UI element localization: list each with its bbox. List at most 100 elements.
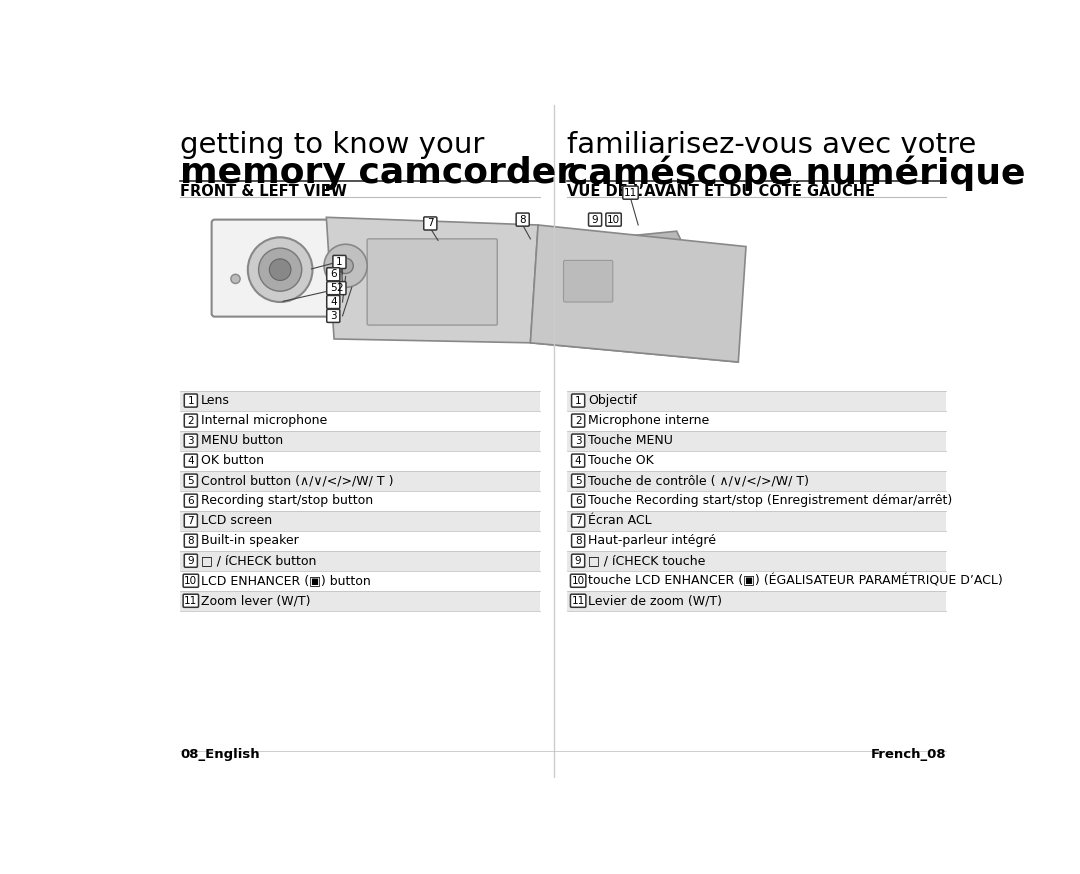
Bar bbox=[567, 490, 946, 510]
Text: 11: 11 bbox=[624, 188, 637, 198]
FancyBboxPatch shape bbox=[571, 414, 584, 427]
Text: 2: 2 bbox=[188, 415, 194, 426]
Bar bbox=[567, 391, 946, 411]
FancyBboxPatch shape bbox=[367, 239, 497, 325]
Text: 9: 9 bbox=[592, 215, 598, 225]
Polygon shape bbox=[530, 231, 739, 362]
Text: 10: 10 bbox=[571, 576, 584, 586]
Text: 3: 3 bbox=[575, 435, 581, 446]
FancyBboxPatch shape bbox=[516, 213, 529, 226]
Circle shape bbox=[338, 258, 353, 274]
Text: 7: 7 bbox=[427, 218, 433, 228]
Text: 1: 1 bbox=[188, 396, 194, 406]
Text: Built-in speaker: Built-in speaker bbox=[201, 534, 298, 547]
Text: 6: 6 bbox=[575, 496, 581, 506]
FancyBboxPatch shape bbox=[185, 514, 198, 527]
FancyBboxPatch shape bbox=[571, 514, 584, 527]
Text: 6: 6 bbox=[330, 269, 337, 280]
Text: Objectif: Objectif bbox=[589, 394, 637, 407]
FancyBboxPatch shape bbox=[212, 219, 332, 316]
Text: 7: 7 bbox=[188, 516, 194, 525]
FancyBboxPatch shape bbox=[185, 494, 198, 507]
Circle shape bbox=[247, 238, 312, 302]
Text: 08_English: 08_English bbox=[180, 748, 259, 761]
Text: □ / íCHECK button: □ / íCHECK button bbox=[201, 554, 316, 567]
FancyBboxPatch shape bbox=[327, 309, 340, 323]
Bar bbox=[180, 591, 540, 611]
Text: Zoom lever (W/T): Zoom lever (W/T) bbox=[201, 594, 310, 607]
FancyBboxPatch shape bbox=[185, 454, 198, 468]
FancyBboxPatch shape bbox=[571, 394, 584, 407]
Text: Touche Recording start/stop (Enregistrement démar/arrêt): Touche Recording start/stop (Enregistrem… bbox=[589, 494, 953, 507]
Text: 5: 5 bbox=[188, 475, 194, 486]
Text: Touche OK: Touche OK bbox=[589, 454, 653, 467]
FancyBboxPatch shape bbox=[571, 554, 584, 567]
Text: familiarisez-vous avec votre: familiarisez-vous avec votre bbox=[567, 131, 976, 159]
Text: Lens: Lens bbox=[201, 394, 230, 407]
Text: caméscope numérique: caméscope numérique bbox=[567, 156, 1026, 191]
FancyBboxPatch shape bbox=[327, 267, 340, 281]
Bar bbox=[567, 551, 946, 571]
FancyBboxPatch shape bbox=[570, 594, 585, 607]
Text: 2: 2 bbox=[575, 415, 581, 426]
Text: MENU button: MENU button bbox=[201, 434, 283, 447]
Text: 2: 2 bbox=[336, 283, 342, 293]
Text: touche LCD ENHANCER (▣) (ÉGALISATEUR PARAMÉTRIQUE D’ACL): touche LCD ENHANCER (▣) (ÉGALISATEUR PAR… bbox=[589, 574, 1003, 587]
FancyBboxPatch shape bbox=[589, 213, 602, 226]
Text: 4: 4 bbox=[188, 455, 194, 466]
FancyBboxPatch shape bbox=[185, 414, 198, 427]
Bar bbox=[180, 391, 540, 411]
Text: VUE DE L’AVANT ET DU CÔTÉ GAUCHE: VUE DE L’AVANT ET DU CÔTÉ GAUCHE bbox=[567, 184, 876, 199]
FancyBboxPatch shape bbox=[423, 217, 436, 230]
Bar bbox=[567, 411, 946, 431]
Text: 8: 8 bbox=[575, 536, 581, 545]
Bar bbox=[180, 510, 540, 531]
Bar bbox=[567, 431, 946, 451]
FancyBboxPatch shape bbox=[571, 494, 584, 507]
Polygon shape bbox=[326, 218, 538, 343]
Text: Recording start/stop button: Recording start/stop button bbox=[201, 494, 373, 507]
Bar bbox=[567, 470, 946, 490]
Circle shape bbox=[231, 274, 240, 283]
Text: 11: 11 bbox=[185, 596, 198, 606]
Bar bbox=[567, 510, 946, 531]
Text: 3: 3 bbox=[188, 435, 194, 446]
Bar bbox=[180, 571, 540, 591]
Text: 5: 5 bbox=[330, 283, 337, 293]
Bar bbox=[180, 451, 540, 470]
Text: LCD screen: LCD screen bbox=[201, 514, 272, 527]
Text: 3: 3 bbox=[330, 311, 337, 321]
Text: Touche de contrôle ( ∧/∨/</>/W/ T): Touche de contrôle ( ∧/∨/</>/W/ T) bbox=[589, 474, 809, 487]
FancyBboxPatch shape bbox=[184, 574, 199, 587]
Text: Levier de zoom (W/T): Levier de zoom (W/T) bbox=[589, 594, 723, 607]
Text: 4: 4 bbox=[575, 455, 581, 466]
Bar bbox=[180, 470, 540, 490]
FancyBboxPatch shape bbox=[571, 534, 584, 547]
Text: Haut-parleur intégré: Haut-parleur intégré bbox=[589, 534, 716, 547]
FancyBboxPatch shape bbox=[571, 434, 584, 447]
Circle shape bbox=[258, 248, 301, 291]
FancyBboxPatch shape bbox=[185, 554, 198, 567]
Polygon shape bbox=[530, 225, 746, 362]
Bar bbox=[180, 531, 540, 551]
Text: Microphone interne: Microphone interne bbox=[589, 414, 710, 427]
Text: 8: 8 bbox=[519, 215, 526, 225]
Text: 9: 9 bbox=[575, 556, 581, 565]
Bar bbox=[567, 591, 946, 611]
Text: 8: 8 bbox=[188, 536, 194, 545]
Text: 10: 10 bbox=[607, 215, 620, 225]
Text: OK button: OK button bbox=[201, 454, 264, 467]
Text: getting to know your: getting to know your bbox=[180, 131, 485, 159]
Bar bbox=[180, 411, 540, 431]
Text: □ / íCHECK touche: □ / íCHECK touche bbox=[589, 554, 705, 567]
Text: 1: 1 bbox=[575, 396, 581, 406]
Text: Control button (∧/∨/</>/W/ T ): Control button (∧/∨/</>/W/ T ) bbox=[201, 474, 393, 487]
FancyBboxPatch shape bbox=[185, 474, 198, 487]
Text: LCD ENHANCER (▣) button: LCD ENHANCER (▣) button bbox=[201, 574, 370, 587]
FancyBboxPatch shape bbox=[185, 534, 198, 547]
Bar bbox=[567, 571, 946, 591]
FancyBboxPatch shape bbox=[327, 281, 340, 295]
FancyBboxPatch shape bbox=[184, 594, 199, 607]
Text: 4: 4 bbox=[330, 297, 337, 307]
Circle shape bbox=[324, 244, 367, 288]
